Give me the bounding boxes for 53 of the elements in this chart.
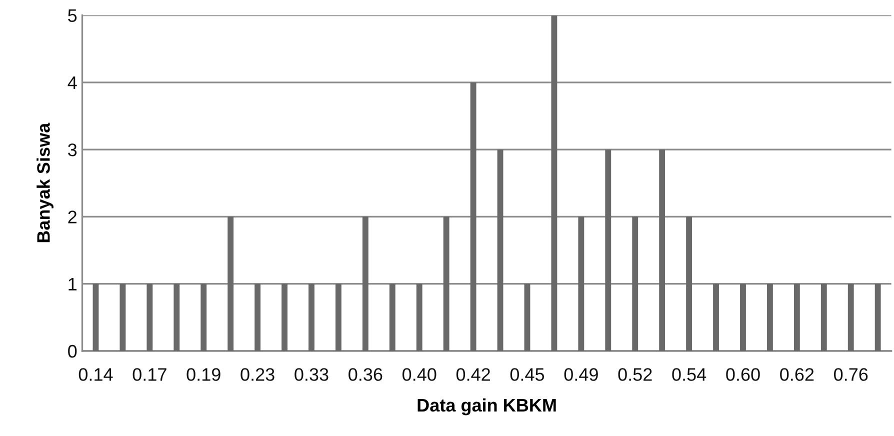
bar (92, 284, 99, 351)
bar (146, 284, 153, 351)
y-tick-label: 1 (68, 278, 77, 290)
bar (874, 284, 881, 351)
x-tick-label: 0.33 (294, 368, 328, 381)
bar (389, 284, 396, 351)
bar (524, 284, 530, 351)
bar (740, 284, 746, 351)
x-tick-label: 0.45 (510, 368, 544, 381)
bar (848, 284, 854, 351)
y-tick-label: 4 (68, 76, 77, 89)
bar (820, 284, 827, 351)
bar (174, 284, 180, 351)
bar (443, 216, 450, 351)
x-tick-label: 0.17 (132, 368, 166, 381)
bar (416, 284, 422, 351)
bar (766, 284, 773, 351)
x-tick-label: 0.76 (834, 368, 868, 381)
x-tick-label: 0.14 (78, 368, 113, 381)
y-tick-label: 3 (68, 143, 77, 156)
y-tick-label: 2 (68, 210, 76, 224)
x-tick-label: 0.62 (780, 368, 814, 381)
x-tick-label: 0.54 (672, 368, 706, 381)
bar (362, 216, 368, 351)
bar (470, 82, 476, 351)
bar (120, 284, 126, 351)
bar (254, 284, 261, 351)
bar (686, 216, 692, 351)
bar (282, 284, 288, 351)
bar (335, 284, 342, 351)
x-tick-label: 0.23 (240, 368, 274, 381)
bar (551, 15, 558, 351)
bar (794, 284, 800, 351)
x-tick-label: 0.52 (618, 368, 652, 381)
x-tick-label: 0.36 (348, 368, 382, 381)
bar (605, 150, 612, 351)
bar (308, 284, 314, 351)
x-tick-label: 0.19 (186, 368, 220, 381)
bar (578, 216, 584, 351)
bar (200, 284, 207, 351)
y-tick-label: 0 (68, 344, 77, 358)
x-tick-label: 0.49 (564, 368, 598, 381)
bar (228, 216, 234, 351)
bar (659, 150, 666, 351)
x-tick-label: 0.60 (726, 368, 760, 381)
y-tick-label: 5 (68, 9, 77, 22)
x-axis-title: Data gain KBKM (418, 398, 556, 416)
bar (632, 216, 638, 351)
bar (497, 150, 504, 351)
y-axis-title: Banyak Siswa (36, 122, 54, 242)
x-tick-label: 0.40 (402, 368, 436, 381)
bar (713, 284, 719, 351)
x-tick-label: 0.42 (456, 368, 490, 381)
